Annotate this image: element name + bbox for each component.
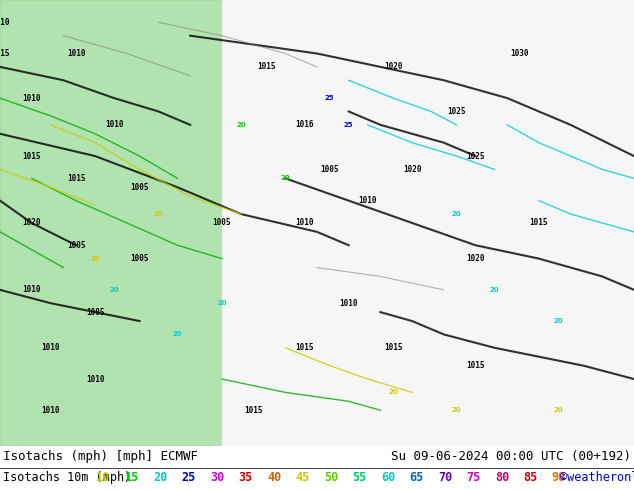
Text: Su 09-06-2024 00:00 UTC (00+192): Su 09-06-2024 00:00 UTC (00+192): [391, 450, 631, 464]
Text: 1005: 1005: [130, 183, 149, 192]
Text: 1016: 1016: [295, 121, 314, 129]
Text: 20: 20: [172, 331, 183, 338]
Text: 1010: 1010: [295, 219, 314, 227]
Text: 1010: 1010: [41, 406, 60, 415]
Text: 1010: 1010: [41, 343, 60, 352]
Text: 1005: 1005: [130, 254, 149, 263]
Text: 20: 20: [553, 318, 563, 324]
Text: 20: 20: [451, 211, 462, 217]
Text: 1005: 1005: [86, 308, 105, 317]
Text: 45: 45: [295, 471, 309, 485]
Text: 50: 50: [324, 471, 338, 485]
Text: 1010: 1010: [339, 299, 358, 308]
Text: 1005: 1005: [67, 241, 86, 250]
Bar: [222, 0, 634, 446]
Text: 1030: 1030: [510, 49, 529, 58]
Text: 30: 30: [210, 471, 224, 485]
Text: 20: 20: [280, 175, 290, 181]
Text: 1020: 1020: [384, 62, 403, 72]
Text: 1015: 1015: [0, 49, 10, 58]
Text: 15: 15: [124, 471, 139, 485]
Text: 1010: 1010: [86, 374, 105, 384]
Text: Isotachs (mph) [mph] ECMWF: Isotachs (mph) [mph] ECMWF: [3, 450, 198, 464]
Text: 1010: 1010: [22, 285, 41, 294]
Text: 25: 25: [181, 471, 196, 485]
Text: 35: 35: [238, 471, 252, 485]
Text: 20: 20: [553, 407, 563, 413]
Text: 1020: 1020: [22, 219, 41, 227]
Text: 1010: 1010: [67, 49, 86, 58]
Text: 1010: 1010: [0, 18, 10, 27]
Text: 1015: 1015: [257, 62, 276, 72]
Text: 1015: 1015: [384, 343, 403, 352]
Text: 1010: 1010: [358, 196, 377, 205]
Text: 1005: 1005: [320, 165, 339, 174]
Text: 1015: 1015: [22, 151, 41, 161]
Text: 80: 80: [495, 471, 509, 485]
Text: 55: 55: [353, 471, 366, 485]
Text: 20: 20: [451, 407, 462, 413]
Text: 65: 65: [410, 471, 424, 485]
Text: 1015: 1015: [67, 174, 86, 183]
Text: 1010: 1010: [22, 94, 41, 102]
Text: 20: 20: [489, 287, 500, 293]
Text: Isotachs 10m (mph): Isotachs 10m (mph): [3, 471, 131, 485]
Text: 70: 70: [438, 471, 452, 485]
Text: 25: 25: [325, 95, 334, 101]
Text: 20: 20: [90, 256, 100, 262]
Text: 85: 85: [524, 471, 538, 485]
Text: 1025: 1025: [447, 107, 466, 116]
Text: 1010: 1010: [105, 121, 124, 129]
Text: 25: 25: [344, 122, 353, 128]
Text: 1005: 1005: [212, 219, 231, 227]
Text: 1020: 1020: [466, 254, 485, 263]
Text: 1015: 1015: [244, 406, 263, 415]
Text: 60: 60: [381, 471, 395, 485]
Text: 1025: 1025: [466, 151, 485, 161]
Text: 20: 20: [153, 471, 167, 485]
Bar: [0, 0, 222, 446]
Text: 1015: 1015: [529, 219, 548, 227]
Text: 20: 20: [217, 300, 227, 306]
Text: ©weatheronline.co.uk: ©weatheronline.co.uk: [560, 471, 634, 485]
Text: 20: 20: [388, 390, 398, 395]
Text: 40: 40: [267, 471, 281, 485]
Text: 1015: 1015: [466, 361, 485, 370]
Text: 1020: 1020: [403, 165, 422, 174]
Text: 20: 20: [153, 211, 164, 217]
Text: 10: 10: [96, 471, 110, 485]
Text: 20: 20: [236, 122, 246, 128]
Text: 90: 90: [552, 471, 566, 485]
Text: 1015: 1015: [295, 343, 314, 352]
Text: 75: 75: [467, 471, 481, 485]
Text: 20: 20: [109, 287, 119, 293]
